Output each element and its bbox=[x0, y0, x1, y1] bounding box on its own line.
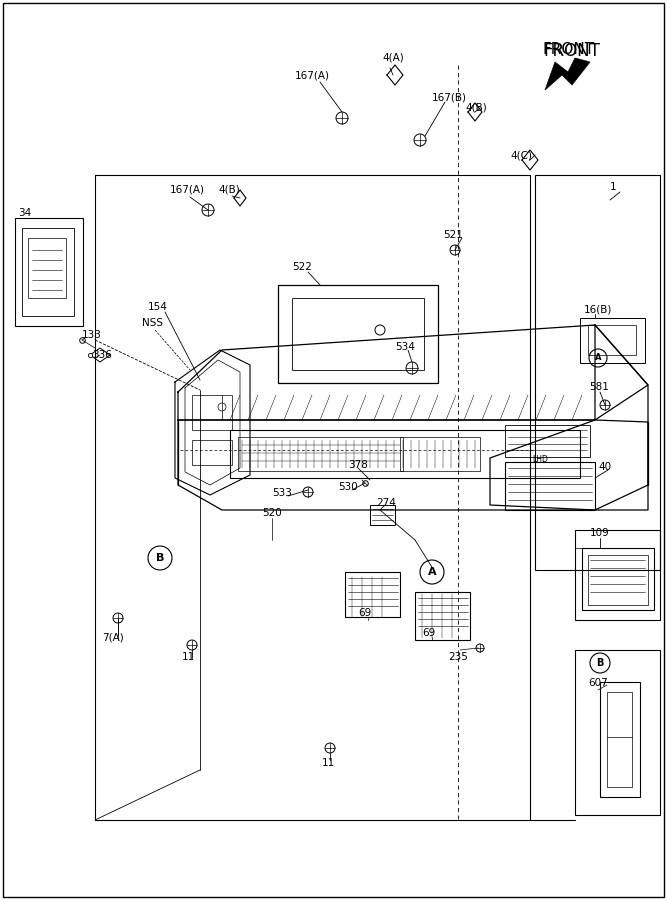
Text: 109: 109 bbox=[590, 528, 610, 538]
Bar bbox=[192, 440, 232, 465]
Bar bbox=[230, 430, 580, 478]
Text: A: A bbox=[428, 567, 436, 577]
Bar bbox=[415, 592, 470, 640]
Bar bbox=[588, 555, 648, 605]
Bar bbox=[505, 462, 595, 510]
Bar bbox=[600, 682, 640, 797]
Text: B: B bbox=[156, 553, 164, 563]
Text: 154: 154 bbox=[148, 302, 168, 312]
Text: FRONT: FRONT bbox=[543, 42, 600, 60]
Bar bbox=[607, 692, 632, 787]
Bar bbox=[580, 318, 645, 363]
Text: 521: 521 bbox=[443, 230, 463, 240]
Bar bbox=[292, 298, 424, 370]
Bar bbox=[278, 285, 438, 383]
Text: LHD: LHD bbox=[532, 455, 548, 464]
Bar bbox=[582, 548, 654, 610]
Bar bbox=[400, 437, 480, 471]
Text: 522: 522 bbox=[292, 262, 312, 272]
Text: 530: 530 bbox=[338, 482, 358, 492]
Text: 34: 34 bbox=[18, 208, 31, 218]
Text: 4(C): 4(C) bbox=[510, 150, 532, 160]
Text: 16(B): 16(B) bbox=[584, 304, 612, 314]
Text: 133: 133 bbox=[82, 330, 102, 340]
Text: 4(B): 4(B) bbox=[465, 103, 487, 113]
Text: 167(A): 167(A) bbox=[295, 70, 330, 80]
Bar bbox=[22, 228, 74, 316]
Text: 1: 1 bbox=[610, 182, 616, 192]
Text: 167(A): 167(A) bbox=[170, 185, 205, 195]
Text: 520: 520 bbox=[262, 508, 281, 518]
Text: FRONT: FRONT bbox=[543, 42, 595, 57]
Text: B: B bbox=[596, 658, 604, 668]
Bar bbox=[192, 395, 232, 430]
Text: 69: 69 bbox=[422, 628, 436, 638]
Text: 533: 533 bbox=[272, 488, 292, 498]
Text: 167(B): 167(B) bbox=[432, 93, 467, 103]
Text: 581: 581 bbox=[589, 382, 609, 392]
Text: NSS: NSS bbox=[142, 318, 163, 328]
Text: 274: 274 bbox=[376, 498, 396, 508]
Bar bbox=[370, 505, 395, 525]
Text: 7(A): 7(A) bbox=[102, 632, 124, 642]
Text: 11: 11 bbox=[182, 652, 195, 662]
Text: 69: 69 bbox=[358, 608, 372, 618]
Bar bbox=[345, 572, 400, 617]
Text: 607: 607 bbox=[588, 678, 608, 688]
Text: 336: 336 bbox=[92, 350, 112, 360]
Text: 40: 40 bbox=[598, 462, 611, 472]
Bar bbox=[588, 325, 636, 355]
Text: 4(B): 4(B) bbox=[218, 185, 239, 195]
Text: 235: 235 bbox=[448, 652, 468, 662]
Text: 4(A): 4(A) bbox=[382, 53, 404, 63]
Bar bbox=[535, 175, 660, 570]
Bar bbox=[575, 650, 660, 815]
Bar bbox=[28, 238, 66, 298]
Text: 378: 378 bbox=[348, 460, 368, 470]
Polygon shape bbox=[545, 58, 590, 90]
Text: 534: 534 bbox=[395, 342, 415, 352]
Bar bbox=[238, 437, 403, 471]
Bar bbox=[15, 218, 83, 326]
Bar bbox=[505, 425, 590, 457]
Text: A: A bbox=[595, 354, 601, 363]
Bar bbox=[575, 530, 660, 620]
Text: 11: 11 bbox=[322, 758, 336, 768]
